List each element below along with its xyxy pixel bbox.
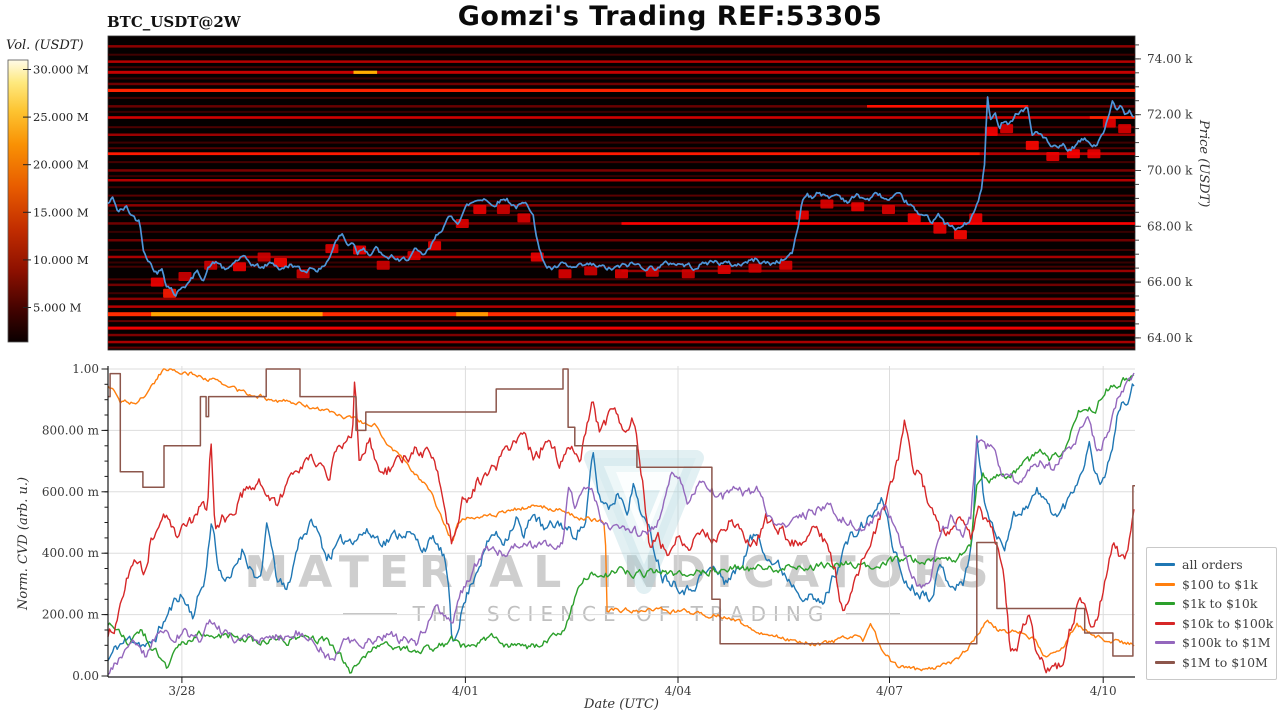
series-0 [107, 383, 1135, 661]
svg-text:5.000 M: 5.000 M [33, 301, 82, 315]
watermark-left-rule [342, 613, 397, 615]
svg-text:4/01: 4/01 [452, 684, 479, 698]
price-axis-label: Price (USDT) [1196, 120, 1211, 208]
watermark-logo [584, 450, 704, 594]
svg-text:600.00 m: 600.00 m [42, 485, 100, 499]
svg-text:25.000 M: 25.000 M [33, 110, 89, 124]
cvd-series [107, 368, 1135, 676]
series-4 [107, 372, 1135, 676]
svg-text:400.00 m: 400.00 m [42, 546, 100, 560]
svg-text:15.000 M: 15.000 M [33, 205, 89, 219]
legend-label: $10k to $100k [1182, 615, 1274, 631]
page-title: Gomzi's Trading REF:53305 [457, 1, 883, 32]
legend-label: $1k to $10k [1182, 596, 1258, 612]
svg-text:1.00: 1.00 [72, 362, 99, 376]
cvd-ytick-labels: 1.00 800.00 m 600.00 m 400.00 m 200.00 m 0.00 [42, 362, 100, 683]
svg-text:4/04: 4/04 [665, 684, 692, 698]
svg-text:68.00 k: 68.00 k [1147, 219, 1193, 233]
heatmap-bright-segments [151, 70, 1135, 317]
svg-text:66.00 k: 66.00 k [1147, 275, 1193, 289]
svg-text:200.00 m: 200.00 m [42, 608, 100, 622]
legend-line-sample [1155, 563, 1175, 567]
colorbar-axis-label: Vol. (USDT) [6, 38, 84, 53]
price-axis-tick-labels: 74.00 k 72.00 k 70.00 k 68.00 k 66.00 k 64.00… [1147, 52, 1193, 345]
legend-label: $100 to $1k [1182, 576, 1258, 592]
svg-text:74.00 k: 74.00 k [1147, 52, 1193, 66]
svg-text:70.00 k: 70.00 k [1147, 164, 1193, 178]
svg-text:4/07: 4/07 [876, 684, 903, 698]
cvd-axis-label: Norm. CVD (arb. u.) [16, 476, 31, 610]
watermark: MATERIAL INDICATORS THE SCIENCE OF TRADI… [108, 547, 1135, 626]
legend-line-sample [1155, 621, 1175, 625]
legend-line-sample [1155, 582, 1175, 586]
date-axis-label: Date (UTC) [584, 697, 659, 712]
series-5 [108, 368, 1135, 657]
colorbar: 30.000 M 25.000 M 20.000 M 15.000 M 10.000 M… [7, 59, 89, 343]
svg-text:72.00 k: 72.00 k [1147, 108, 1193, 122]
heatmap-panel: 74.00 k 72.00 k 70.00 k 68.00 k 66.00 k 64.00… [7, 35, 1193, 351]
watermark-right-rule [846, 613, 901, 615]
cvd-panel: 1.00 800.00 m 600.00 m 400.00 m 200.00 m 0.00… [42, 362, 1135, 698]
legend-line-sample [1155, 602, 1175, 606]
legend-label: $1M to $10M [1182, 654, 1268, 670]
svg-text:20.000 M: 20.000 M [33, 158, 89, 172]
legend-item-10k-100k: $10k to $100k [1155, 614, 1273, 634]
svg-text:0.00: 0.00 [72, 669, 99, 683]
series-1 [107, 368, 1135, 672]
price-axis-ticks [1135, 44, 1141, 339]
svg-text:3/28: 3/28 [168, 684, 195, 698]
legend: all orders $100 to $1k $1k to $10k $10k … [1146, 547, 1277, 680]
legend-item-1k-10k: $1k to $10k [1155, 594, 1268, 614]
legend-label: all orders [1182, 557, 1243, 573]
heatmap-rows [108, 45, 1135, 349]
price-line [107, 96, 1135, 297]
cvd-xtick-labels: 3/28 4/01 4/04 4/07 4/10 [168, 684, 1116, 698]
series-3 [107, 381, 1135, 674]
svg-text:4/10: 4/10 [1090, 684, 1117, 698]
cvd-xtick-marks [181, 677, 1104, 683]
series-2 [107, 374, 1135, 674]
legend-item-100k-1M: $100k to $1M [1155, 633, 1271, 653]
cvd-axes [107, 366, 1135, 678]
legend-line-sample [1155, 660, 1175, 664]
svg-text:800.00 m: 800.00 m [42, 423, 100, 437]
legend-item-100-1k: $100 to $1k [1155, 575, 1268, 595]
legend-item-all-orders: all orders [1155, 555, 1268, 575]
svg-text:30.000 M: 30.000 M [33, 63, 89, 77]
symbol-timeframe-label: BTC_USDT@2W [107, 13, 241, 31]
cvd-ytick-marks [101, 368, 108, 677]
legend-label: $100k to $1M [1182, 635, 1271, 651]
legend-line-sample [1155, 641, 1175, 645]
svg-text:10.000 M: 10.000 M [33, 253, 89, 267]
legend-item-1M-10M: $1M to $10M [1155, 653, 1268, 673]
watermark-tagline-text: THE SCIENCE OF TRADING [412, 602, 831, 626]
svg-text:64.00 k: 64.00 k [1147, 331, 1193, 345]
